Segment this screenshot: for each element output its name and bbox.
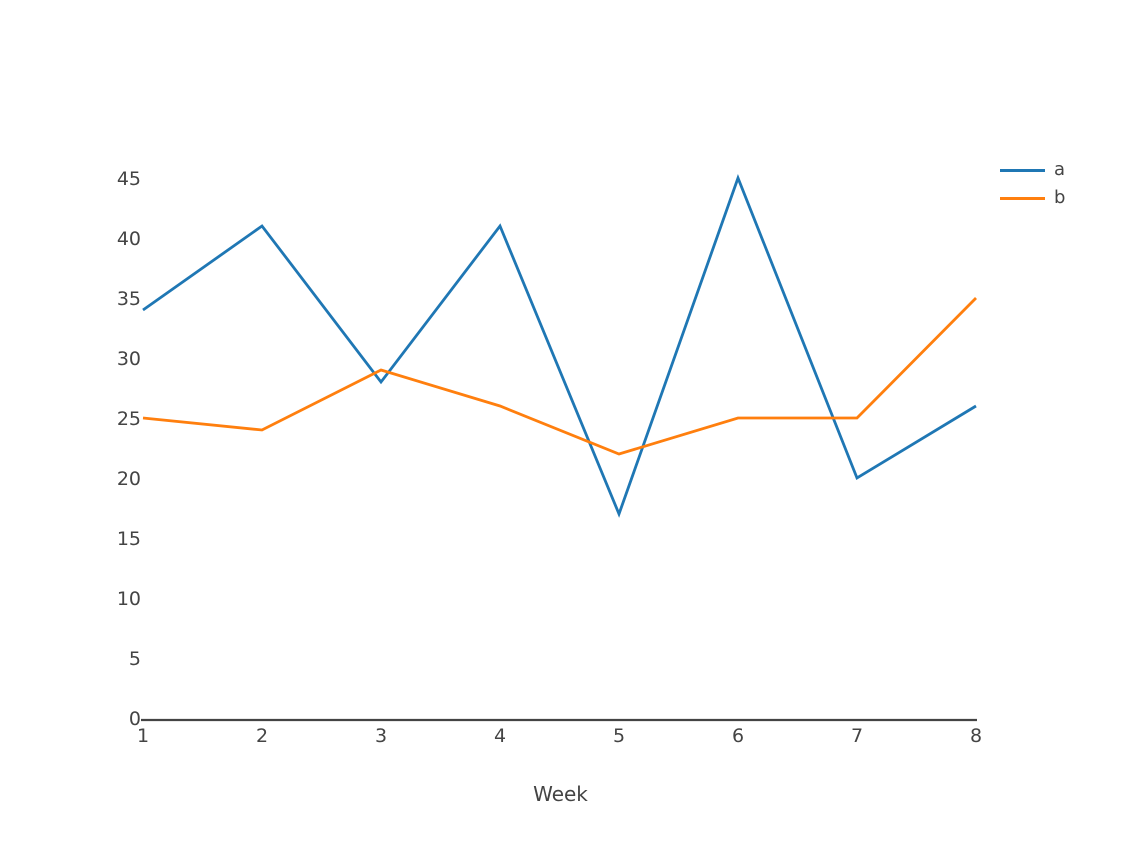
- x-tick-label: 5: [613, 725, 625, 747]
- legend-item-a[interactable]: a: [1000, 156, 1065, 184]
- legend-label-a: a: [1054, 159, 1066, 180]
- y-tick-label: 20: [117, 468, 141, 490]
- x-tick-label: 7: [851, 725, 863, 747]
- y-tick-label: 30: [117, 348, 141, 370]
- y-tick-label: 10: [117, 588, 141, 610]
- x-tick-label: 8: [970, 725, 982, 747]
- x-tick-label: 2: [256, 725, 268, 747]
- series-line-b: [142, 297, 977, 456]
- legend-item-b[interactable]: b: [1000, 184, 1065, 212]
- series-line-a: [142, 174, 977, 518]
- legend-label-b: b: [1054, 187, 1066, 208]
- y-tick-label: 15: [117, 528, 141, 550]
- y-tick-label: 0: [129, 708, 141, 730]
- legend: a b: [1000, 156, 1065, 212]
- y-tick-label: 35: [117, 288, 141, 310]
- y-tick-label: 5: [129, 648, 141, 670]
- x-tick-label: 4: [494, 725, 506, 747]
- y-tick-label: 45: [117, 168, 141, 190]
- y-tick-label: 40: [117, 228, 141, 250]
- legend-line-swatch-a: [1000, 168, 1045, 172]
- legend-line-swatch-b: [1000, 196, 1045, 200]
- x-axis-title: Week: [533, 782, 588, 806]
- x-tick-label: 1: [137, 725, 149, 747]
- y-tick-label: 25: [117, 408, 141, 430]
- x-tick-label: 6: [732, 725, 744, 747]
- x-tick-label: 3: [375, 725, 387, 747]
